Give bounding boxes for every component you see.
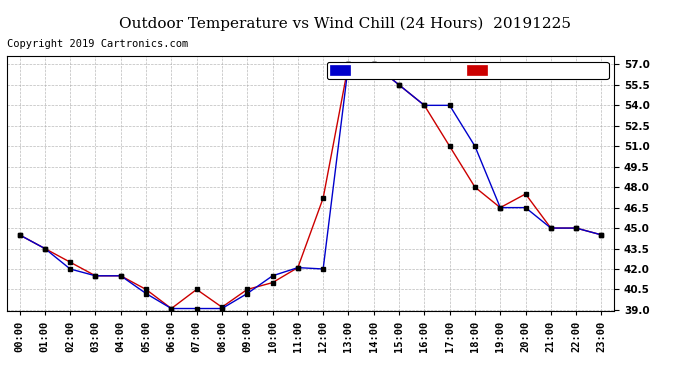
Legend: Wind Chill  (°F), Temperature  (°F): Wind Chill (°F), Temperature (°F) — [327, 62, 609, 79]
Text: Outdoor Temperature vs Wind Chill (24 Hours)  20191225: Outdoor Temperature vs Wind Chill (24 Ho… — [119, 17, 571, 31]
Text: Copyright 2019 Cartronics.com: Copyright 2019 Cartronics.com — [7, 39, 188, 50]
